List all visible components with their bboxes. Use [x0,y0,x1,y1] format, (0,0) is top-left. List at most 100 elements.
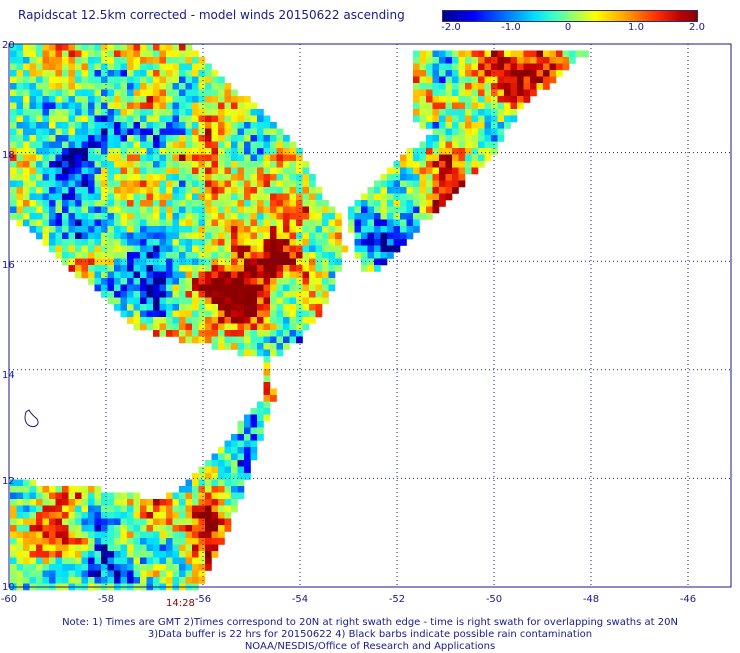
wind-difference-cell [146,83,154,90]
wind-difference-cell [16,557,24,565]
wind-difference-cell [374,180,381,188]
wind-difference-cell [224,148,232,155]
wind-difference-cell [36,167,43,175]
wind-difference-cell [172,265,180,272]
wind-difference-cell [478,141,485,149]
wind-difference-cell [114,577,121,584]
wind-difference-cell [263,323,271,331]
wind-difference-cell [439,174,446,181]
wind-difference-cell [172,174,180,181]
wind-difference-cell [393,232,401,240]
wind-difference-cell [75,167,82,175]
wind-difference-cell [81,89,89,97]
wind-difference-cell [244,427,251,435]
wind-difference-cell [224,115,232,123]
wind-difference-cell [101,109,108,116]
wind-difference-cell [296,310,303,318]
wind-difference-cell [36,135,43,142]
wind-difference-cell [172,544,180,552]
wind-difference-cell [29,499,37,506]
wind-difference-cell [42,213,50,220]
wind-difference-cell [49,148,56,155]
wind-difference-cell [400,193,407,201]
wind-difference-cell [172,291,180,298]
wind-difference-cell [211,213,219,220]
wind-difference-cell [270,252,277,259]
wind-difference-cell [367,258,375,266]
wind-difference-cell [81,544,89,552]
wind-difference-cell [257,336,264,344]
wind-difference-cell [75,252,82,259]
wind-difference-cell [114,200,121,207]
wind-difference-cell [413,148,420,155]
wind-difference-cell [140,76,147,84]
wind-difference-cell [270,278,277,285]
wind-difference-cell [23,479,30,487]
wind-difference-cell [133,148,141,155]
wind-difference-cell [315,310,323,318]
wind-difference-cell [166,518,173,526]
wind-difference-cell [211,148,219,155]
wind-difference-cell [153,265,160,272]
wind-difference-cell [289,252,297,259]
wind-difference-cell [16,544,24,552]
wind-difference-cell [107,187,115,194]
wind-difference-cell [166,115,173,123]
wind-difference-cell [309,206,316,214]
wind-difference-cell [237,174,245,181]
wind-difference-cell [257,258,264,266]
wind-difference-cell [75,148,82,155]
wind-difference-cell [179,564,186,571]
wind-difference-cell [49,505,56,513]
wind-difference-cell [159,538,167,545]
wind-difference-cell [114,96,121,103]
wind-difference-cell [302,278,310,285]
wind-difference-cell [166,96,173,103]
wind-difference-cell [172,109,180,116]
wind-difference-cell [120,128,128,136]
wind-difference-cell [211,317,219,324]
wind-difference-cell [354,226,362,233]
wind-difference-cell [484,109,492,116]
wind-difference-cell [127,297,134,305]
wind-difference-cell [159,128,167,136]
wind-difference-cell [276,161,284,168]
wind-difference-cell [185,271,193,279]
wind-difference-cell [406,174,414,181]
wind-difference-cell [62,206,69,214]
wind-difference-cell [29,109,37,116]
wind-difference-cell [224,252,232,259]
wind-difference-cell [406,213,414,220]
wind-difference-cell [406,219,414,227]
wind-difference-cell [432,148,440,155]
wind-difference-cell [478,83,485,90]
wind-difference-cell [231,135,238,142]
wind-difference-cell [62,161,69,168]
wind-difference-cell [465,63,472,71]
wind-difference-cell [55,96,63,103]
wind-difference-cell [114,278,121,285]
wind-difference-cell [211,453,219,461]
wind-difference-cell [205,564,212,571]
wind-difference-cell [179,44,186,51]
wind-difference-cell [289,174,297,181]
wind-difference-cell [146,232,154,240]
wind-difference-cell [146,57,154,64]
wind-difference-cell [426,193,433,201]
wind-difference-cell [133,570,141,578]
wind-difference-cell [224,226,232,233]
wind-difference-cell [257,200,264,207]
wind-difference-cell [42,141,50,149]
wind-difference-cell [471,109,479,116]
wind-difference-cell [55,492,63,500]
wind-difference-cell [478,89,485,97]
wind-difference-cell [140,193,147,201]
wind-difference-cell [10,570,17,578]
wind-difference-cell [192,161,199,168]
wind-difference-cell [140,226,147,233]
wind-difference-cell [120,564,128,571]
wind-difference-cell [114,564,121,571]
wind-difference-cell [120,148,128,155]
wind-difference-cell [159,148,167,155]
wind-difference-cell [166,57,173,64]
